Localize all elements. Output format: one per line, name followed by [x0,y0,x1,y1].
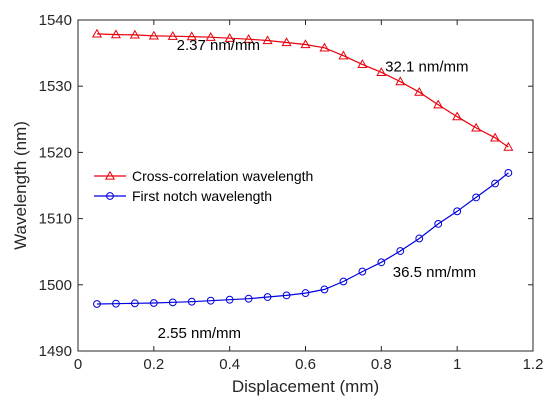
data-point [148,30,159,40]
x-tick-label: 0.4 [219,356,240,373]
x-tick-label: 0 [74,356,82,373]
series-line [96,33,509,148]
data-point [319,42,330,52]
data-point [168,298,177,307]
data-point [504,169,513,177]
data-point [300,39,311,49]
y-tick-label: 1510 [39,211,72,228]
x-tick-label: 1.2 [523,356,544,373]
series-line [96,172,509,305]
series-1 [91,28,514,151]
slope-annotation: 2.37 nm/mm [177,37,260,54]
data-point [433,99,444,109]
data-point [186,31,197,41]
legend: Cross-correlation wavelength First notch … [94,168,313,204]
data-point [130,299,139,308]
slope-annotation: 32.1 nm/mm [385,59,468,76]
data-point [187,297,196,306]
data-point [452,111,463,121]
data-point [110,29,121,39]
data-point [112,299,120,308]
data-point [281,37,292,47]
data-point [376,67,387,76]
ticks-layer: 0 0.2 0.4 0.6 0.8 1 1.2 1490 1500 1510 1520 1530 154… [39,12,544,373]
series-layer [91,28,514,308]
legend-label: Cross-correlation wavelength [132,168,313,184]
legend-entry: Cross-correlation wavelength [94,168,313,184]
data-point [338,50,349,60]
x-axis-title: Displacement (mm) [232,377,379,396]
data-point [224,32,235,42]
data-point [301,289,310,297]
legend-entry: First notch wavelength [94,188,272,204]
series-2 [93,169,513,308]
data-point [282,291,291,300]
y-tick-label: 1520 [39,144,72,161]
y-axis-title: Wavelength (nm) [11,121,30,250]
data-point [396,247,405,255]
legend-label: First notch wavelength [132,188,272,204]
data-point [434,219,443,228]
data-point [415,234,424,243]
data-point [358,267,367,276]
annotation-layer: 2.37 nm/mm 32.1 nm/mm 36.5 nm/mm 2.55 nm/mm [158,37,476,342]
data-point [244,294,253,303]
legend-marker [104,170,116,180]
slope-annotation: 36.5 nm/mm [393,264,476,281]
data-point [149,299,158,307]
data-point [205,32,216,41]
data-point [129,29,140,39]
data-point [490,132,501,142]
legend-marker [106,192,114,200]
slope-annotation: 2.55 nm/mm [158,325,241,342]
y-tick-label: 1540 [39,12,72,29]
data-point [471,122,482,132]
data-point [453,207,462,216]
x-tick-label: 0.8 [371,356,392,373]
data-point [206,296,215,305]
y-tick-label: 1530 [39,78,72,95]
data-point [472,193,481,202]
data-point [377,258,386,267]
data-point [262,35,273,45]
data-point [225,295,234,304]
data-point [357,59,368,69]
x-tick-label: 0.2 [143,356,164,373]
data-point [395,76,406,86]
data-point [503,141,514,151]
data-point [243,33,254,43]
data-point [320,285,329,294]
data-point [263,293,272,301]
x-tick-label: 0.6 [295,356,316,373]
data-point [414,86,425,96]
x-tick-label: 1 [453,356,461,373]
data-point [491,179,499,188]
data-point [339,277,348,286]
data-point [93,300,101,308]
data-point [91,28,103,38]
y-tick-label: 1490 [39,343,72,360]
data-point [167,31,178,40]
y-tick-label: 1500 [39,277,72,294]
